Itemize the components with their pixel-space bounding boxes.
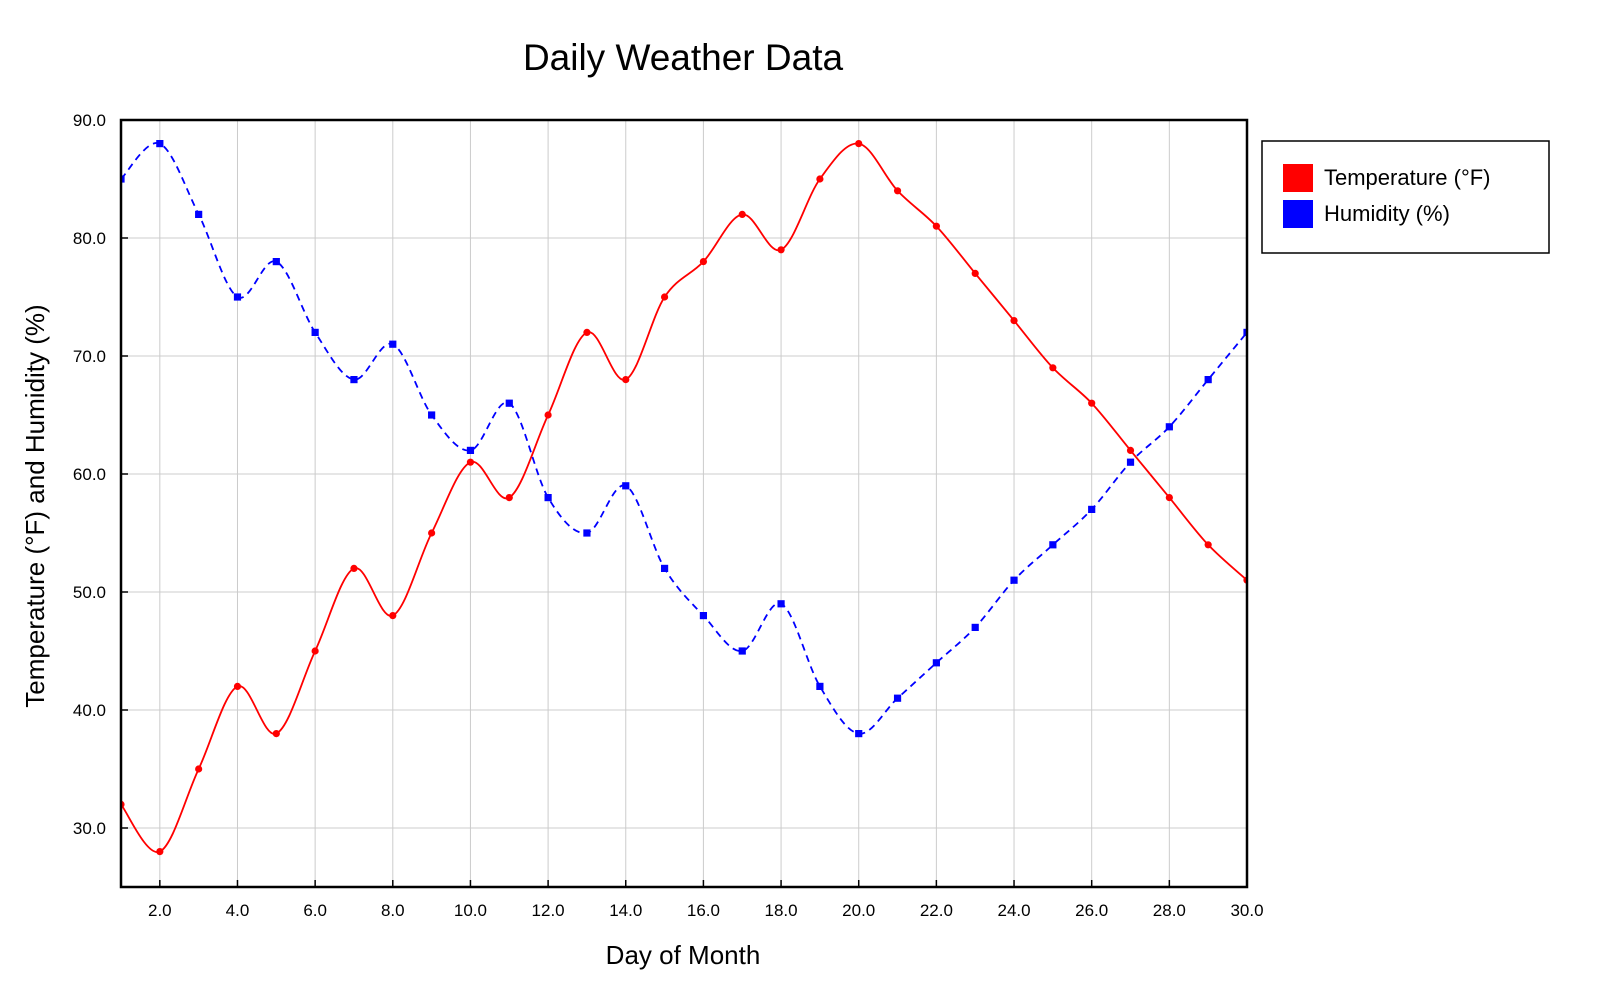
- x-tick-label: 8.0: [381, 901, 405, 920]
- temperature-point: [932, 222, 940, 230]
- y-tick-label: 40.0: [73, 701, 106, 720]
- x-tick-label: 6.0: [303, 901, 327, 920]
- temperature-point: [816, 175, 824, 183]
- temperature-point: [389, 612, 397, 620]
- x-tick-label: 2.0: [148, 901, 172, 920]
- x-tick-label: 20.0: [842, 901, 875, 920]
- temperature-point: [428, 529, 436, 537]
- humidity-point: [272, 258, 280, 266]
- legend-label-temperature: Temperature (°F): [1324, 165, 1491, 190]
- temperature-point: [660, 293, 669, 301]
- humidity-point: [233, 293, 242, 301]
- y-tick-label: 30.0: [73, 819, 106, 838]
- humidity-line: [121, 142, 1247, 735]
- humidity-point: [350, 376, 358, 384]
- temperature-point: [505, 494, 513, 502]
- x-tick-label: 24.0: [997, 901, 1030, 920]
- humidity-point: [893, 694, 902, 702]
- x-tick-label: 18.0: [765, 901, 798, 920]
- humidity-point: [855, 730, 863, 738]
- temperature-point: [1049, 364, 1057, 372]
- temperature-point: [1126, 446, 1135, 454]
- x-tick-label: 28.0: [1153, 901, 1186, 920]
- humidity-point: [816, 682, 824, 690]
- humidity-point: [622, 482, 630, 490]
- humidity-point: [1165, 423, 1173, 431]
- temperature-point: [738, 210, 746, 218]
- humidity-point: [777, 600, 785, 608]
- temperature-point: [544, 411, 552, 419]
- legend: Temperature (°F) Humidity (%): [1261, 140, 1550, 254]
- temperature-point: [311, 647, 319, 655]
- humidity-point: [544, 494, 552, 502]
- humidity-point: [505, 399, 513, 407]
- temperature-point: [971, 269, 979, 277]
- humidity-point: [1243, 328, 1247, 336]
- temperature-line: [121, 142, 1247, 853]
- y-tick-label: 50.0: [73, 583, 106, 602]
- humidity-point: [971, 623, 979, 631]
- temperature-point: [893, 187, 902, 195]
- y-tick-label: 90.0: [73, 111, 106, 130]
- x-tick-label: 30.0: [1230, 901, 1263, 920]
- temperature-point: [195, 765, 203, 773]
- humidity-point: [156, 140, 164, 148]
- x-tick-label: 12.0: [532, 901, 565, 920]
- x-tick-label: 10.0: [454, 901, 487, 920]
- temperature-point: [1088, 399, 1096, 407]
- temperature-point: [156, 848, 164, 856]
- x-tick-label: 26.0: [1075, 901, 1108, 920]
- humidity-point: [428, 411, 436, 419]
- humidity-point: [932, 659, 940, 667]
- y-axis-label: Temperature (°F) and Humidity (%): [20, 304, 50, 707]
- temperature-point: [622, 376, 630, 384]
- legend-swatch-temperature: [1283, 164, 1313, 192]
- temperature-point: [699, 258, 708, 266]
- humidity-point: [195, 210, 203, 218]
- temperature-point: [1204, 541, 1212, 549]
- humidity-point: [738, 647, 746, 655]
- x-tick-label: 22.0: [920, 901, 953, 920]
- legend-label-humidity: Humidity (%): [1324, 201, 1450, 226]
- humidity-point: [1088, 505, 1096, 513]
- series-layer: [121, 140, 1247, 856]
- x-tick-label: 14.0: [609, 901, 642, 920]
- humidity-point: [466, 446, 475, 454]
- temperature-point: [583, 328, 591, 336]
- x-tick-label: 4.0: [226, 901, 250, 920]
- humidity-point: [121, 175, 125, 183]
- temperature-point: [1165, 494, 1173, 502]
- plot-frame: [119, 118, 1249, 889]
- temperature-point: [350, 564, 358, 573]
- temperature-point: [233, 682, 242, 691]
- humidity-point: [1010, 576, 1018, 584]
- y-tick-label: 70.0: [73, 347, 106, 366]
- x-tick-label: 16.0: [687, 901, 720, 920]
- tick-labels: 2.0 4.0 6.0 8.0 10.0 12.0 14.0 16.0 18.0 20.0 22.0…: [73, 111, 1264, 920]
- humidity-point: [699, 612, 708, 620]
- temperature-point: [272, 730, 280, 738]
- temperature-point: [466, 458, 475, 466]
- temperature-point: [1010, 317, 1018, 325]
- series-group: [121, 140, 1247, 856]
- humidity-point: [389, 340, 397, 348]
- humidity-point: [1126, 458, 1135, 466]
- temperature-point: [855, 140, 863, 148]
- legend-box: [1261, 140, 1550, 254]
- humidity-point: [311, 328, 319, 336]
- chart-title: Daily Weather Data: [523, 37, 844, 78]
- humidity-point: [1204, 376, 1212, 384]
- humidity-point: [1049, 541, 1057, 549]
- temperature-point: [777, 246, 785, 254]
- x-axis-label: Day of Month: [606, 940, 761, 970]
- humidity-point: [583, 529, 591, 537]
- y-tick-label: 60.0: [73, 465, 106, 484]
- y-tick-label: 80.0: [73, 229, 106, 248]
- legend-swatch-humidity: [1283, 200, 1313, 228]
- humidity-point: [660, 564, 669, 572]
